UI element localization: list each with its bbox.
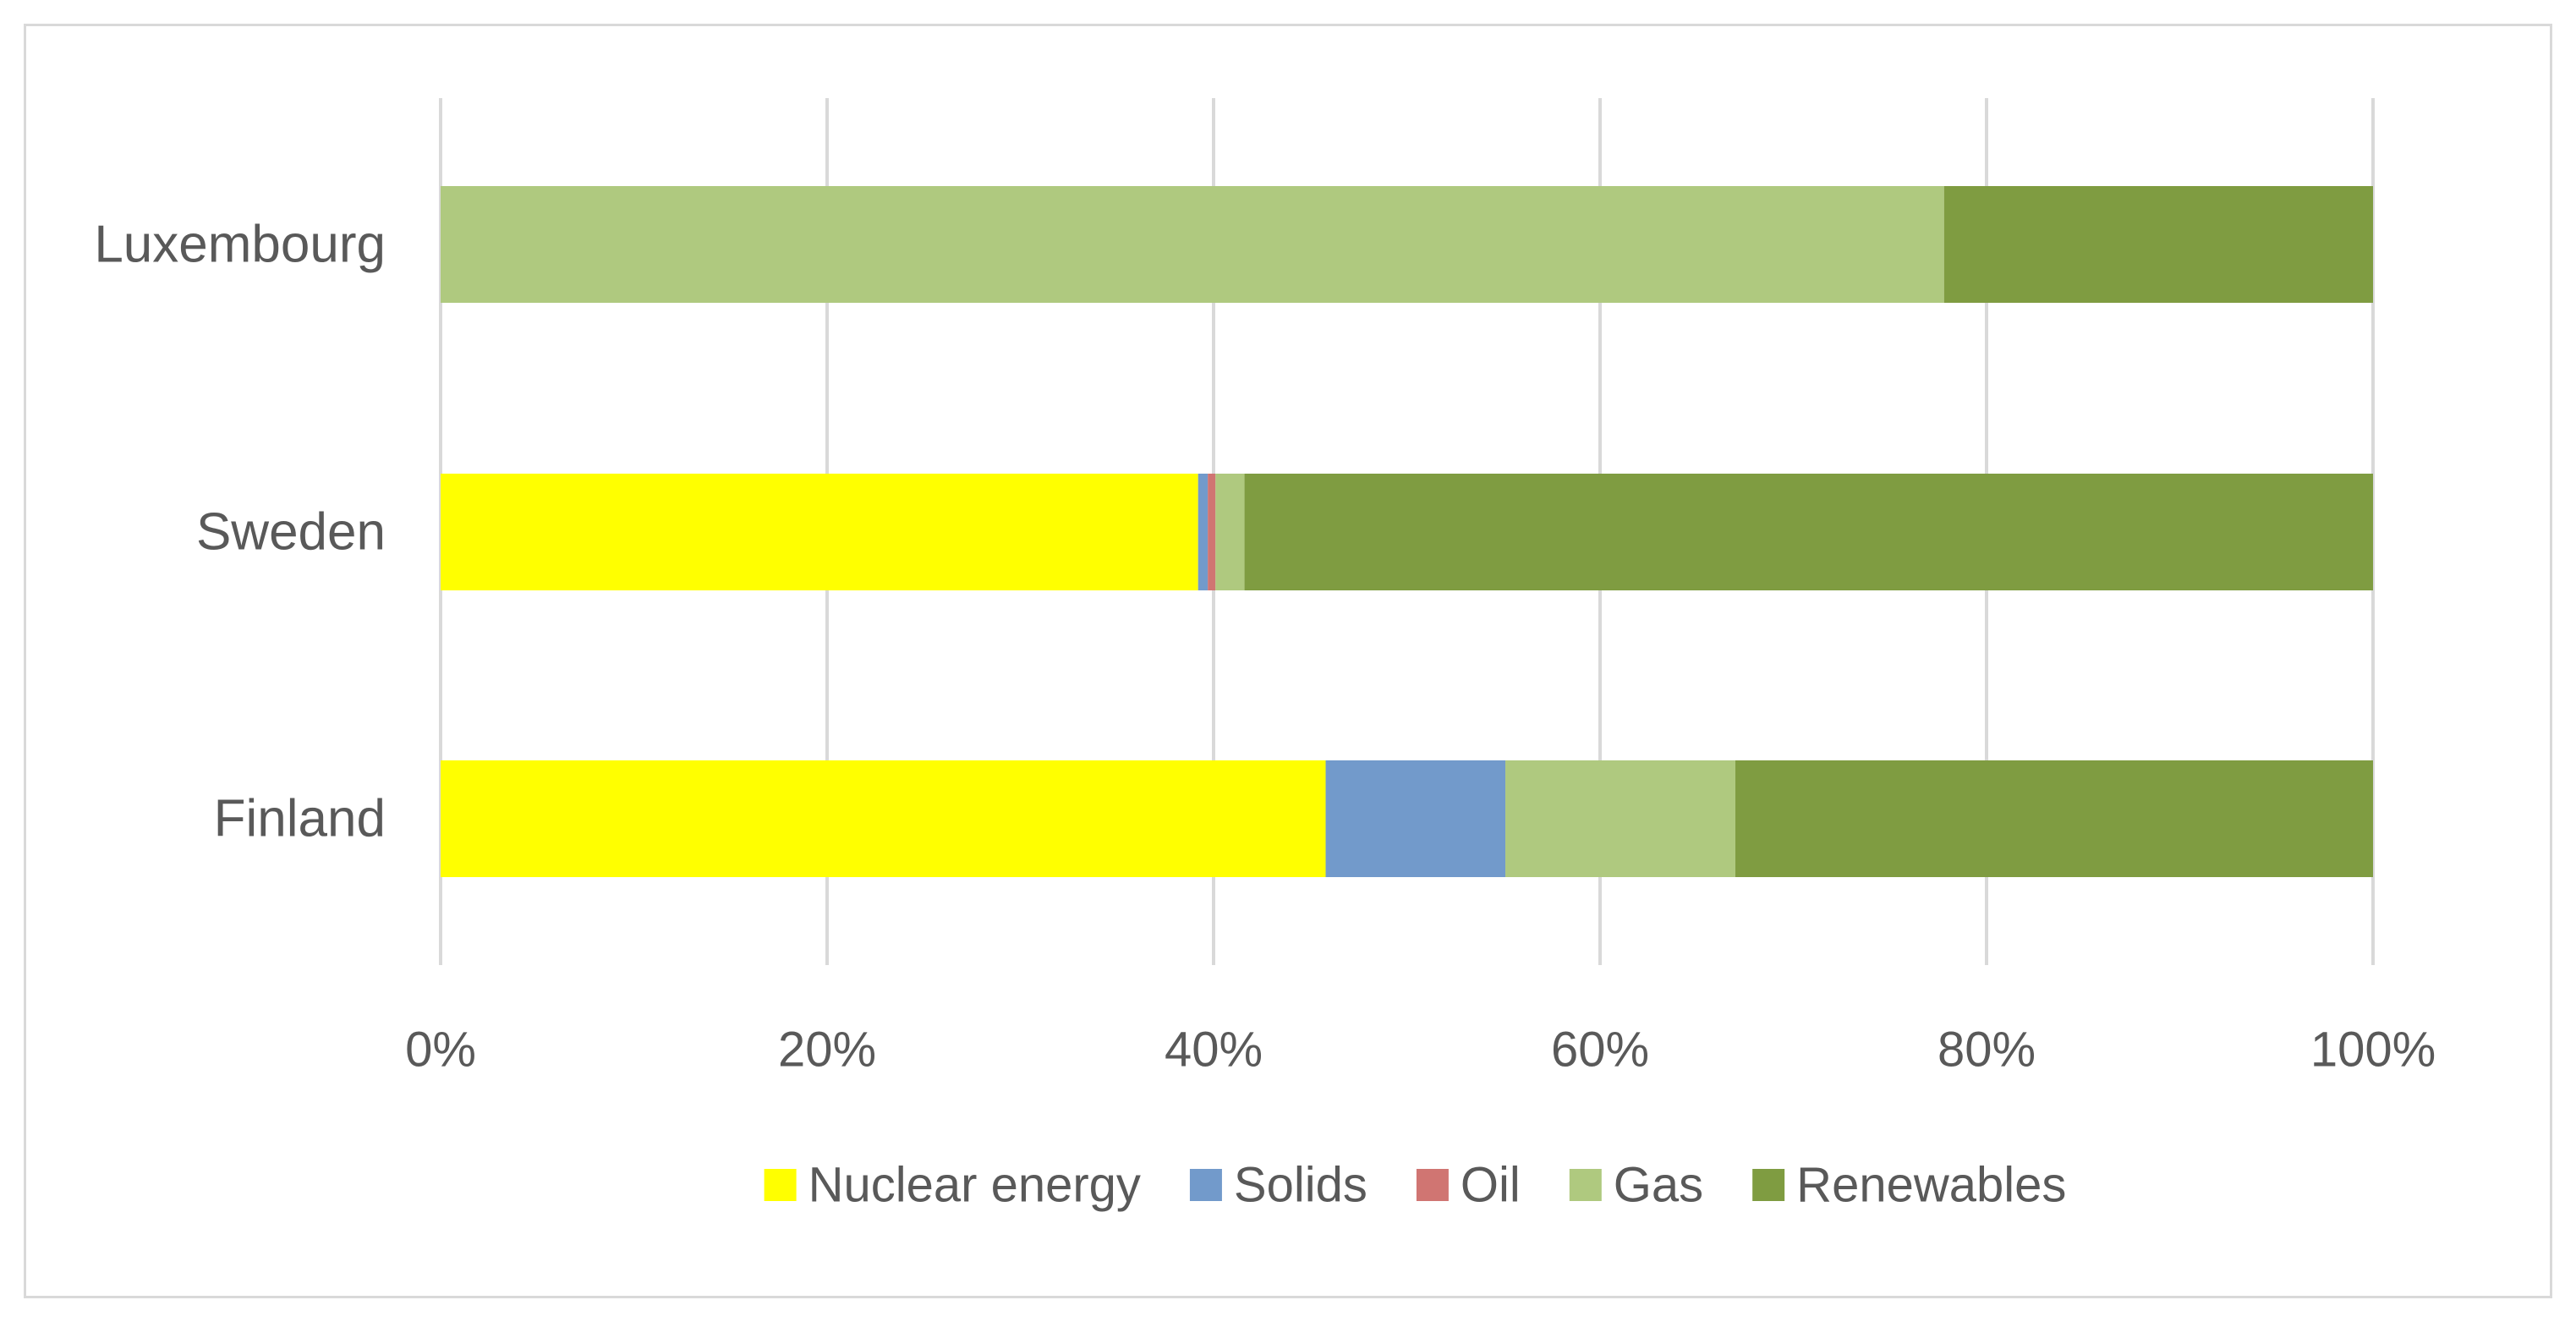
bars	[441, 186, 2373, 877]
category-label-sweden: Sweden	[196, 503, 386, 562]
legend[interactable]: Nuclear energy Solids Oil Gas Renewables	[764, 1158, 2067, 1213]
legend-item-solids[interactable]: Solids	[1189, 1158, 1367, 1213]
bar-segment-sweden-gas	[1215, 474, 1245, 590]
legend-label: Solids	[1234, 1158, 1367, 1213]
legend-item-renewables[interactable]: Renewables	[1752, 1158, 2066, 1213]
bar-segment-finland-gas	[1505, 760, 1735, 877]
bar-segment-sweden-oil	[1208, 474, 1216, 590]
bar-segment-finland-nuclear-energy	[441, 760, 1326, 877]
legend-label: Nuclear energy	[808, 1158, 1141, 1213]
chart-frame: Luxembourg Sweden Finland 0% 20% 40% 60% 80% 10…	[24, 24, 2552, 1298]
bar-segment-finland-renewables	[1735, 760, 2373, 877]
bar-segment-sweden-nuclear-energy	[441, 474, 1198, 590]
category-label-finland: Finland	[214, 790, 386, 848]
x-tick-label: 40%	[1165, 1023, 1263, 1078]
x-tick-label: 100%	[2310, 1023, 2436, 1078]
category-label-luxembourg: Luxembourg	[94, 216, 386, 274]
bar-segment-sweden-renewables	[1244, 474, 2373, 590]
legend-swatch	[1752, 1169, 1785, 1201]
legend-item-gas[interactable]: Gas	[1569, 1158, 1703, 1213]
category-labels: Luxembourg Sweden Finland	[94, 216, 386, 848]
x-tick-label: 60%	[1551, 1023, 1649, 1078]
legend-label: Oil	[1461, 1158, 1521, 1213]
legend-label: Renewables	[1796, 1158, 2066, 1213]
bar-segment-sweden-solids	[1198, 474, 1209, 590]
x-tick-label: 20%	[778, 1023, 876, 1078]
legend-label: Gas	[1614, 1158, 1703, 1213]
bar-segment-luxembourg-renewables	[1943, 186, 2373, 303]
legend-swatch	[1569, 1169, 1602, 1201]
legend-item-nuclear-energy[interactable]: Nuclear energy	[764, 1158, 1141, 1213]
legend-swatch	[764, 1169, 797, 1201]
stacked-bar-chart: Luxembourg Sweden Finland 0% 20% 40% 60% 80% 10…	[94, 98, 2436, 1213]
x-axis-tick-labels: 0% 20% 40% 60% 80% 100%	[405, 1023, 2436, 1078]
x-tick-label: 80%	[1937, 1023, 2036, 1078]
legend-swatch	[1416, 1169, 1449, 1201]
x-tick-label: 0%	[405, 1023, 476, 1078]
legend-swatch	[1189, 1169, 1222, 1201]
legend-item-oil[interactable]: Oil	[1416, 1158, 1521, 1213]
bar-segment-luxembourg-gas	[441, 186, 1944, 303]
bar-segment-finland-solids	[1325, 760, 1506, 877]
